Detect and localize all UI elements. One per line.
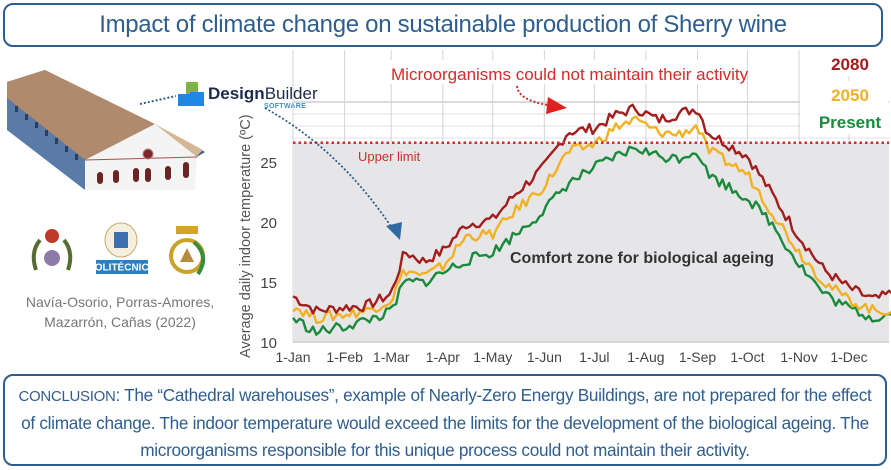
x-tick-label: 1-Apr xyxy=(426,349,461,365)
svg-text:POLITÉCNICA: POLITÉCNICA xyxy=(88,261,156,274)
university-crests: POLITÉCNICA xyxy=(31,222,206,276)
x-tick-label: 1-May xyxy=(473,349,512,365)
title-box: Impact of climate change on sustainable … xyxy=(3,3,883,47)
conclusion-text: : The “Cathedral warehouses”, example of… xyxy=(21,385,872,460)
connector-arrow-head-icon xyxy=(386,222,402,240)
authors-line-1: Navía-Osorio, Porras-Amores, xyxy=(25,294,215,310)
crest-left-icon xyxy=(31,229,73,271)
annotation-comfort-zone: Comfort zone for biological ageing xyxy=(510,250,774,267)
x-tick-label: 1-Mar xyxy=(373,349,410,365)
designbuilder-logo-sub: SOFTWARE xyxy=(264,103,307,110)
upper-limit-label: Upper limit xyxy=(358,149,421,164)
x-tick-label: 1-Feb xyxy=(326,349,363,365)
logo-bold-part: Design xyxy=(208,84,265,103)
y-tick-label: 10 xyxy=(260,335,277,352)
y-tick-label: 20 xyxy=(260,215,277,232)
connector-logo-chart xyxy=(264,107,393,229)
designbuilder-logo-icon xyxy=(178,82,204,106)
x-tick-label: 1-Aug xyxy=(627,349,664,365)
legend-entry-2050: 2050 xyxy=(831,86,869,105)
crest-right-icon xyxy=(169,226,206,276)
annotation-bg xyxy=(385,60,730,84)
series-line-2080 xyxy=(292,103,891,315)
series-line-present xyxy=(292,145,891,336)
legend-bg xyxy=(800,81,888,107)
y-tick-label: 25 xyxy=(260,155,277,172)
legend-bg xyxy=(800,108,888,134)
designbuilder-logo-text: DesignBuilder xyxy=(208,84,318,104)
legend-entry-2080: 2080 xyxy=(831,55,869,74)
connector-building-logo xyxy=(139,95,177,105)
legend-bg xyxy=(800,50,888,76)
authors-citation: Navía-Osorio, Porras-Amores, Mazarrón, C… xyxy=(10,292,230,332)
warehouse-illustration xyxy=(7,70,205,190)
y-axis-title: Average daily indoor temperature (ºC) xyxy=(238,114,254,358)
conclusion-box: CONCLUSION: The “Cathedral warehouses”, … xyxy=(3,374,887,466)
logo-regular-part: Builder xyxy=(264,84,318,103)
legend-entry-present: Present xyxy=(819,113,882,132)
chart-axes: 1-Jan 1-Feb 1-Mar 1-Apr 1-May 1-Jun 1-Jul 1-Aug… xyxy=(260,155,889,365)
x-tick-label: 1-Dec xyxy=(830,349,867,365)
chart-series xyxy=(292,103,891,336)
x-tick-label: 1-Nov xyxy=(780,349,817,365)
x-tick-label: 1-Jul xyxy=(579,349,609,365)
x-tick-label: 1-Jan xyxy=(275,349,310,365)
series-line-2050 xyxy=(292,115,891,324)
page-title: Impact of climate change on sustainable … xyxy=(99,11,787,38)
annotation-microorganisms: Microorganisms could not maintain their … xyxy=(391,65,749,84)
authors-line-2: Mazarrón, Cañas (2022) xyxy=(44,314,196,330)
x-tick-label: 1-Oct xyxy=(730,349,764,365)
x-tick-label: 1-Sep xyxy=(679,349,717,365)
crest-upm-icon: POLITÉCNICA xyxy=(88,222,156,274)
annotation-arrow-head-icon xyxy=(546,97,567,114)
chart-annotations: Upper limit 2080 2050 Present Microorganisms… xyxy=(139,50,889,267)
x-tick-label: 1-Jun xyxy=(527,349,562,365)
conclusion-lead: CONCLUSION xyxy=(18,388,116,405)
y-tick-label: 15 xyxy=(260,275,277,292)
